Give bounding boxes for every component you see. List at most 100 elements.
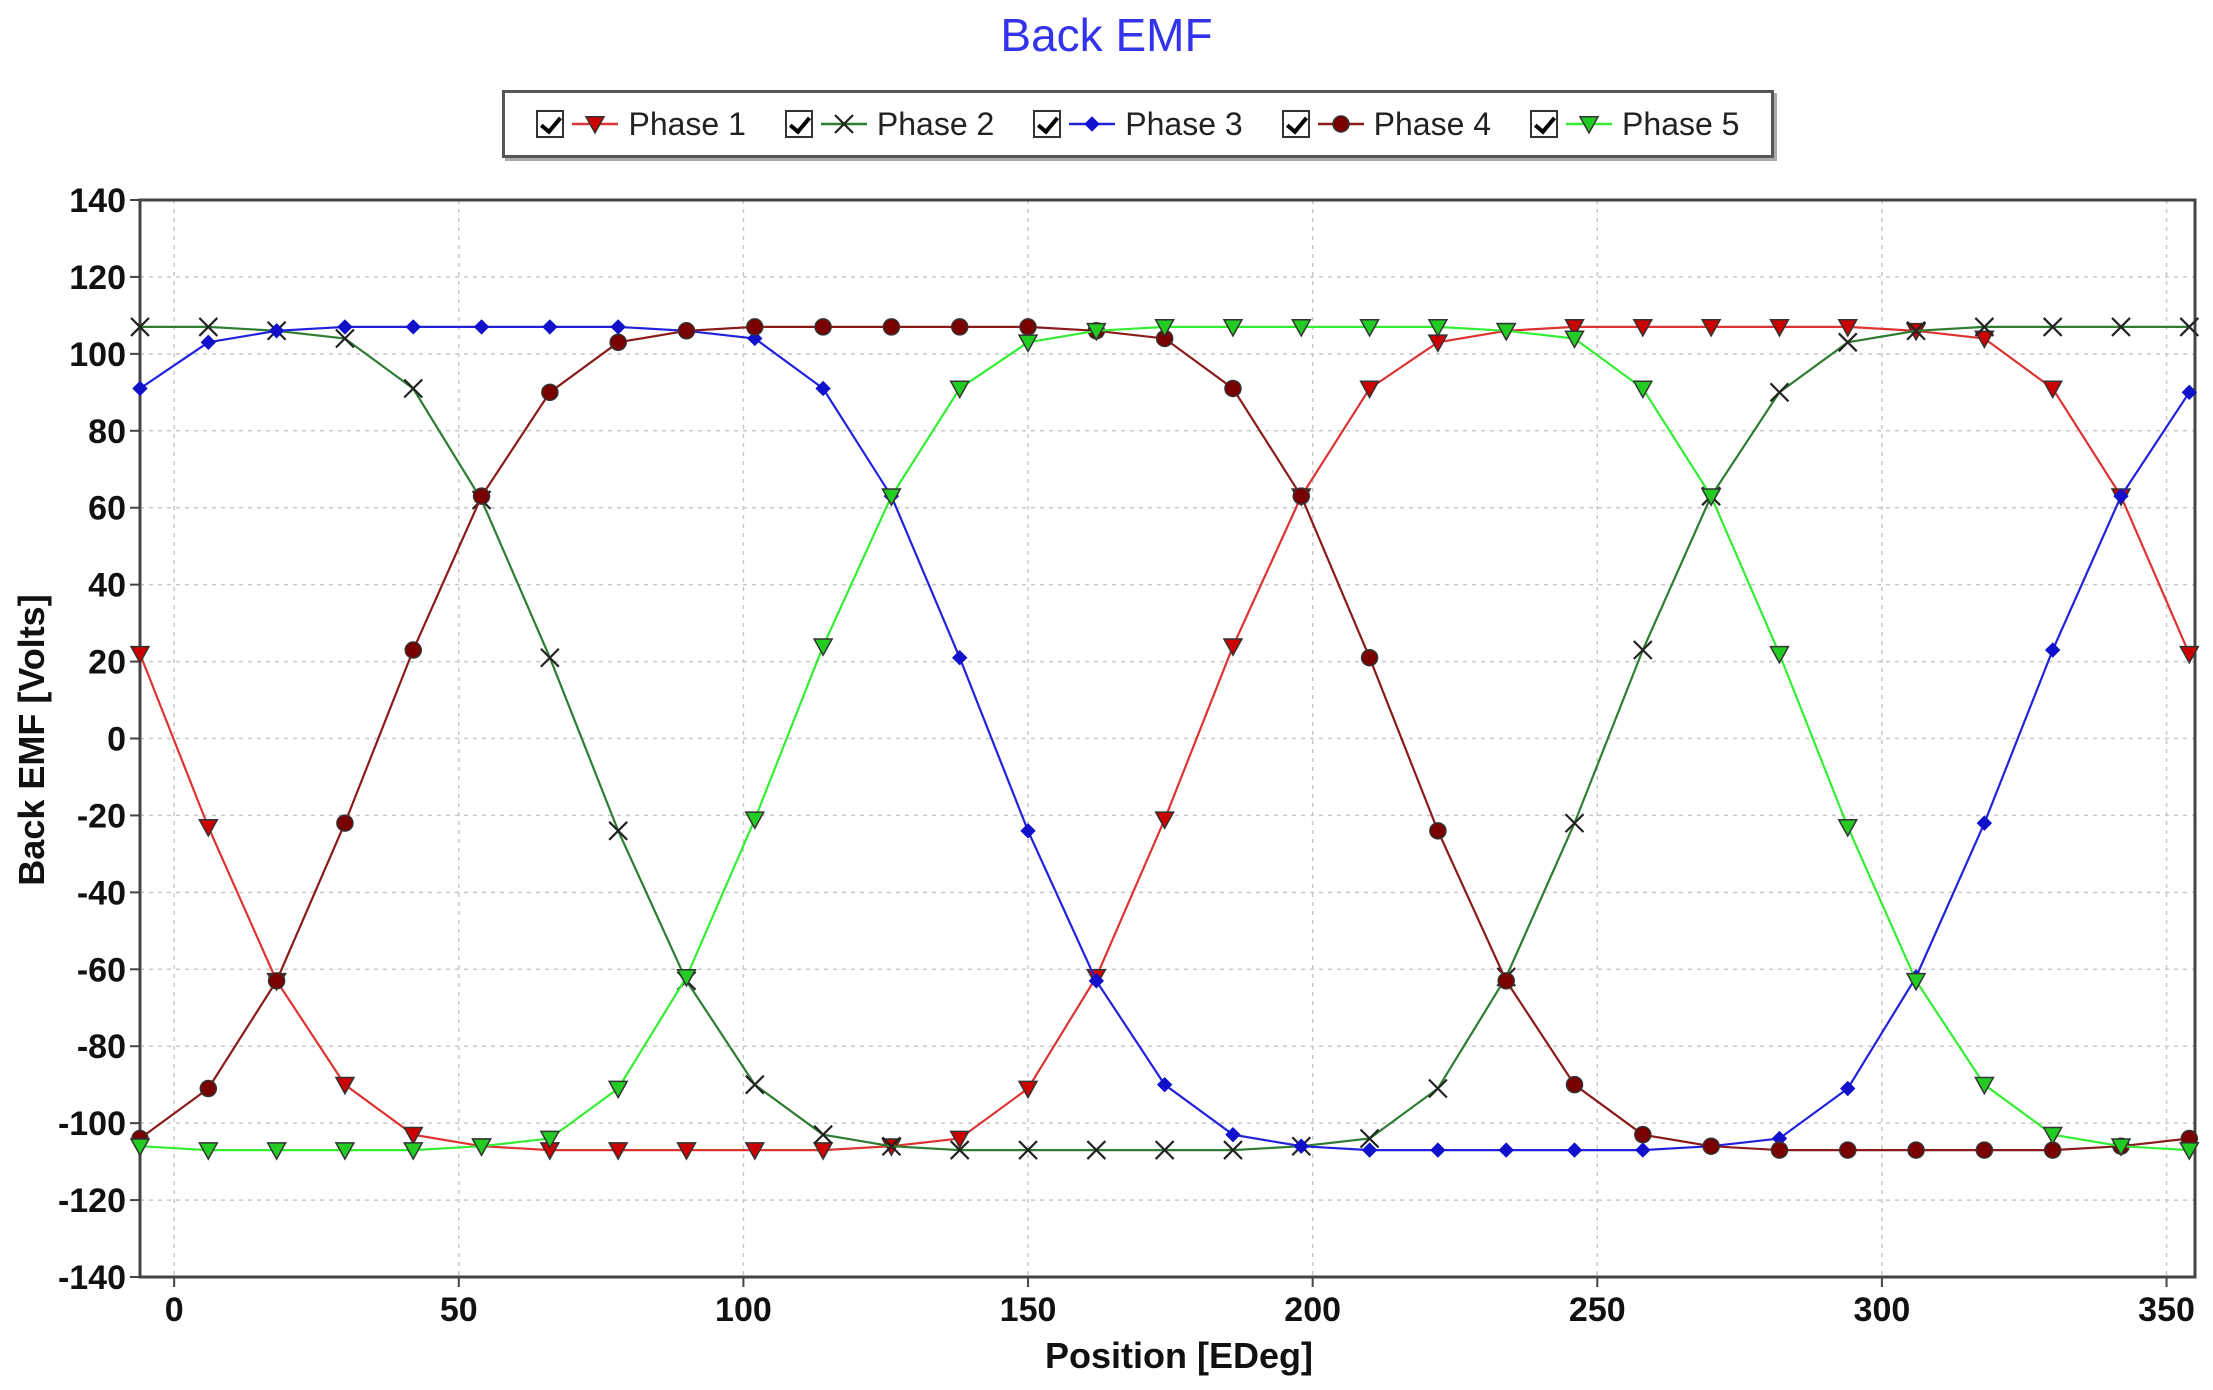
legend-item-phase-5[interactable]: Phase 5 [1530, 106, 1739, 143]
data-point [1154, 1140, 1175, 1160]
data-point [1837, 318, 1859, 338]
legend-label: Phase 4 [1373, 105, 1492, 142]
data-point [403, 378, 424, 399]
data-point [952, 650, 968, 666]
legend-item-phase-3[interactable]: Phase 3 [1033, 106, 1243, 143]
y-tick-label: 140 [69, 182, 126, 220]
data-point [2179, 645, 2200, 665]
data-point [608, 821, 628, 841]
data-point [1700, 488, 1722, 507]
y-tick-label: -40 [77, 874, 126, 912]
data-point [677, 322, 696, 340]
data-point [610, 319, 626, 335]
data-point [1974, 330, 1995, 350]
legend-symbol-icon [1317, 115, 1364, 133]
data-point [199, 1079, 218, 1098]
data-point [1635, 1142, 1651, 1158]
data-point [747, 330, 763, 347]
x-axis-label: Position [EDeg] [1045, 1335, 1313, 1376]
series-group [129, 317, 2200, 1161]
data-point [1769, 382, 1790, 403]
axes: 0 50 100 150 200 250 300 350-140-120-100-80-60-… [58, 182, 2195, 1329]
y-tick-label: -20 [77, 797, 126, 835]
y-tick-label: -80 [77, 1028, 126, 1066]
legend-checkbox[interactable] [1033, 110, 1062, 138]
data-point [1429, 822, 1447, 840]
legend-marker [1331, 115, 1350, 133]
legend-symbol-icon [1566, 116, 1613, 135]
data-point [337, 319, 353, 335]
data-point [607, 1080, 629, 1100]
legend: Phase 1 Phase 2 Phase 3 Phase 4 Phase 5 [502, 90, 1774, 158]
legend-item-phase-1[interactable]: Phase 1 [536, 106, 746, 143]
legend-checkbox[interactable] [1281, 110, 1310, 138]
y-tick-label: 80 [88, 413, 126, 451]
x-tick-label: 350 [2138, 1291, 2195, 1329]
data-point [1020, 823, 1036, 839]
data-point [1427, 318, 1449, 338]
data-point [336, 814, 354, 832]
x-tick-label: 300 [1854, 1291, 1911, 1329]
y-tick-label: 20 [88, 644, 126, 682]
y-tick-label: -140 [58, 1259, 126, 1297]
data-point [1293, 1138, 1309, 1154]
data-point [744, 1142, 766, 1161]
legend-checkbox[interactable] [1530, 110, 1559, 138]
data-point [266, 1142, 287, 1161]
x-tick-label: 150 [1000, 1291, 1057, 1329]
data-point [881, 1136, 902, 1156]
legend-marker [585, 116, 606, 135]
data-point [1359, 318, 1380, 338]
data-point [1839, 1141, 1857, 1159]
data-point [1564, 318, 1585, 338]
data-point [267, 972, 286, 990]
data-point [746, 318, 764, 336]
x-tick-label: 0 [165, 1291, 184, 1329]
data-point [334, 1142, 356, 1161]
data-point [1700, 318, 1722, 338]
legend-symbol-icon [1069, 116, 1116, 132]
data-point [1905, 972, 1927, 992]
data-point [198, 1142, 219, 1161]
data-point [1770, 1141, 1789, 1159]
data-point [1974, 317, 1995, 337]
data-point [541, 383, 559, 402]
data-point [609, 333, 627, 352]
data-point [1017, 1080, 1039, 1100]
data-point [882, 318, 901, 336]
data-point [1361, 1142, 1378, 1158]
legend-checkbox[interactable] [536, 110, 565, 138]
data-point [744, 811, 766, 830]
legend-item-phase-4[interactable]: Phase 4 [1281, 105, 1492, 143]
legend-item-phase-2[interactable]: Phase 2 [784, 106, 994, 143]
data-point [2042, 317, 2063, 337]
chart-title: Back EMF [1000, 9, 1213, 61]
data-point [405, 319, 421, 335]
data-point [1086, 1140, 1107, 1160]
data-point [745, 1074, 765, 1095]
data-point [1428, 1078, 1448, 1099]
data-point [1769, 318, 1790, 338]
data-point [129, 1138, 151, 1157]
data-point [198, 317, 219, 337]
data-point [1018, 1140, 1038, 1160]
legend-checkbox[interactable] [784, 110, 813, 138]
y-tick-label: 40 [88, 567, 126, 605]
data-point [2042, 1126, 2063, 1146]
y-tick-label: 100 [69, 336, 126, 374]
data-point [2044, 642, 2061, 658]
data-point [402, 1142, 424, 1161]
data-point [1154, 811, 1175, 830]
data-point [471, 1138, 492, 1157]
data-point [335, 328, 355, 349]
data-point [539, 1130, 561, 1150]
data-point [1019, 318, 1037, 336]
data-point [1495, 322, 1517, 342]
grid [140, 199, 2195, 1278]
data-point [812, 1142, 834, 1161]
data-point [1224, 379, 1242, 398]
data-point [607, 1142, 629, 1161]
data-point [2110, 1138, 2132, 1157]
data-point [2042, 380, 2063, 400]
